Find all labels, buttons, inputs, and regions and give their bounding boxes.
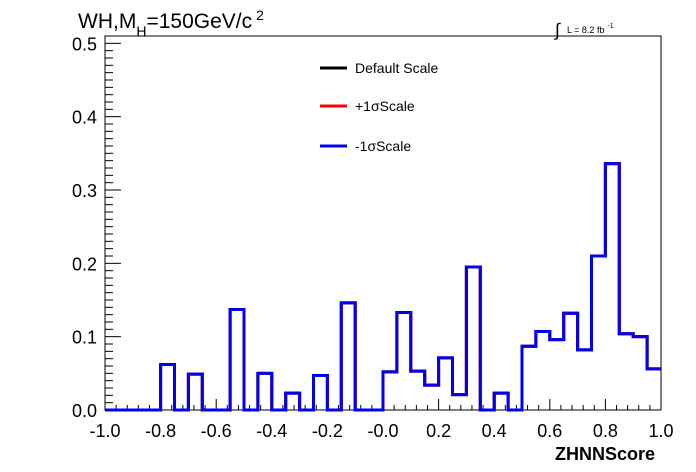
- x-tick-label: 1.0: [648, 421, 673, 441]
- series-line-3: [105, 162, 661, 412]
- lumi-label: L = 8.2 fb -1: [567, 23, 614, 35]
- title-main: WH,M: [78, 10, 136, 33]
- y-tick-label: 0.1: [72, 328, 97, 348]
- x-tick-label: -1.0: [89, 421, 120, 441]
- x-tick-label: -0.6: [201, 421, 232, 441]
- x-tick-label: -0.4: [256, 421, 287, 441]
- x-tick-label: 0.2: [426, 421, 451, 441]
- lumi-text: L = 8.2 fb: [567, 25, 604, 35]
- y-tick-label: 0.5: [72, 34, 97, 54]
- legend: Default Scale +1σScale -1σScale: [320, 60, 438, 154]
- x-tick-label: -0.2: [312, 421, 343, 441]
- x-tick-label: 0.8: [593, 421, 618, 441]
- y-tick-label: 0.2: [72, 254, 97, 274]
- legend-label: -1σScale: [355, 138, 411, 154]
- y-tick-label: 0.3: [72, 181, 97, 201]
- title-superscript: 2: [256, 7, 264, 23]
- y-tick-label: 0.4: [72, 108, 97, 128]
- y-tick-label: 0.0: [72, 401, 97, 421]
- title-subscript: H: [136, 23, 146, 39]
- y-axis: 0.0 0.1 0.2 0.3 0.4 0.5: [72, 34, 121, 421]
- chart-title: WH,MH=150GeV/c 2: [78, 7, 264, 39]
- x-axis-label: ZHNNScore: [555, 444, 655, 464]
- x-tick-label: -0.0: [367, 421, 398, 441]
- x-tick-label: 0.4: [482, 421, 507, 441]
- lumi-superscript: -1: [607, 23, 613, 30]
- series-layer: [105, 162, 661, 412]
- lumi-integral-sign: ∫: [553, 20, 561, 40]
- legend-label: Default Scale: [355, 60, 438, 76]
- x-axis: -1.0 -0.8 -0.6 -0.4 -0.2 -0.0 0.2 0.4 0.6 0.8 1.0: [89, 399, 674, 441]
- x-tick-label: -0.8: [145, 421, 176, 441]
- title-rest: =150GeV/c: [146, 10, 252, 33]
- legend-label: +1σScale: [355, 98, 415, 114]
- x-tick-label: 0.6: [537, 421, 562, 441]
